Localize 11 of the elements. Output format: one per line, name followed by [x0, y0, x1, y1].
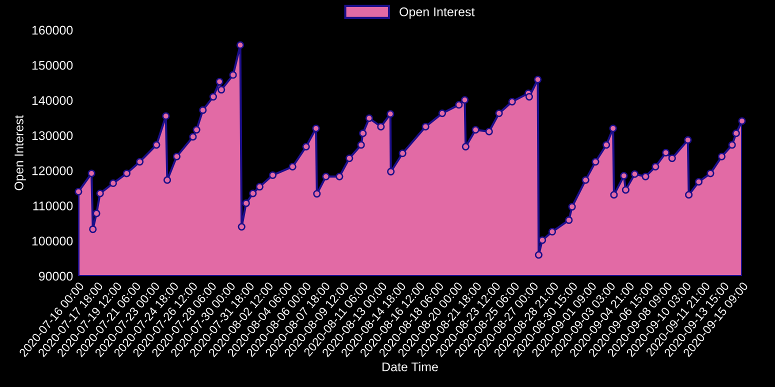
y-tick-label: 90000 [38, 272, 73, 281]
y-tick-label: 160000 [32, 26, 73, 35]
legend-label: Open Interest [400, 7, 475, 19]
y-tick-label: 130000 [32, 131, 73, 140]
x-axis-title: Date Time [382, 362, 438, 372]
y-axis-title: Open Interest [14, 115, 26, 190]
y-tick-label: 140000 [32, 96, 73, 105]
y-tick-label: 100000 [32, 236, 73, 246]
y-tick-label: 150000 [32, 60, 73, 70]
y-tick-label: 110000 [33, 202, 73, 210]
y-tick-label: 120000 [32, 166, 73, 176]
